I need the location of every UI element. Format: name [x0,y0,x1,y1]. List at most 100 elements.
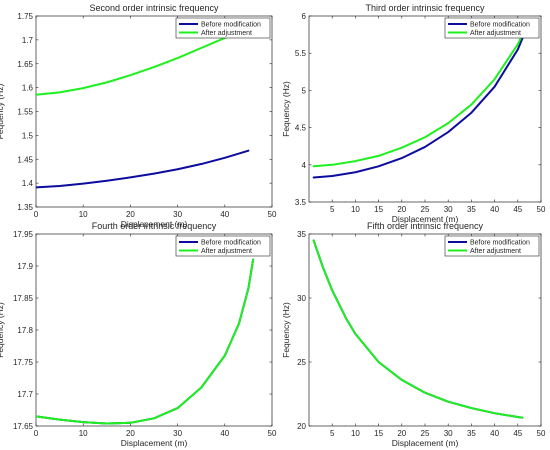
y-axis-title: Fequency (Hz) [281,302,291,358]
y-tick-label: 1.35 [17,203,33,212]
x-axis-title: Displacement (m) [392,438,459,448]
y-tick-label: 1.7 [22,36,34,45]
x-tick-label: 50 [537,429,546,438]
y-tick-label: 25 [297,358,306,367]
x-tick-label: 40 [490,205,499,214]
legend-label: Before modification [201,240,261,247]
legend-label: After adjustment [201,248,252,255]
y-tick-label: 5 [302,86,307,95]
x-tick-label: 20 [126,210,135,219]
x-tick-label: 50 [268,429,277,438]
x-tick-label: 5 [330,429,335,438]
x-tick-label: 30 [173,210,182,219]
y-tick-label: 1.45 [17,155,33,164]
legend-box [444,17,540,39]
y-tick-label: 1.5 [22,131,34,140]
chart-panel-2: 5 10 15 20 25 30 35 40 45 50 3.5 4 4.5 5 5.5 6 Third ord… [281,3,546,224]
y-tick-label: 1.55 [17,108,33,117]
x-tick-label: 15 [374,205,383,214]
x-tick-label: 20 [126,429,135,438]
x-tick-label: 25 [421,205,430,214]
x-tick-label: 10 [79,210,88,219]
plot-area [35,15,273,208]
x-tick-label: 10 [79,429,88,438]
y-axis-title: Fequency (Hz) [0,302,5,358]
legend-label: Before modification [201,22,261,29]
series-line-before-modification [312,37,524,179]
x-tick-label: 25 [421,429,430,438]
y-tick-label: 17.95 [13,230,34,239]
y-axis-title: Fequency (Hz) [281,81,291,137]
legend-box [175,235,271,257]
y-tick-label: 17.9 [17,262,33,271]
y-tick-label: 17.7 [17,390,33,399]
y-tick-label: 1.4 [22,179,34,188]
y-tick-label: 1.75 [17,12,33,21]
series-lines [312,239,524,419]
chart-panel-1: 0 10 20 30 40 50 1.35 1.4 1.45 1.5 1.55 1.6 1.65 1.7 1… [0,3,277,229]
legend-box [444,235,540,257]
x-tick-label: 30 [444,205,453,214]
x-tick-label: 10 [351,429,360,438]
legend-label: Before modification [470,240,530,247]
x-tick-label: 50 [537,205,546,214]
y-tick-label: 4 [302,161,307,170]
x-axis-title: Displacement (m) [392,214,459,224]
series-lines [312,33,524,179]
y-axis-title: Fequency (Hz) [0,83,5,139]
chart-title: Fifth order intrinsic frequency [367,221,484,231]
y-tick-label: 5.5 [295,49,307,58]
series-lines [36,258,255,425]
series-line-after-adjustment [312,239,524,419]
legend-label: After adjustment [470,248,521,255]
x-tick-label: 0 [34,429,39,438]
x-axis-title: Displacement (m) [121,219,188,229]
x-tick-label: 20 [397,429,406,438]
y-tick-label: 6 [302,12,307,21]
plot-area [35,233,273,427]
y-tick-label: 1.6 [22,84,34,93]
series-line-after-adjustment [36,258,255,425]
y-tick-label: 3.5 [295,198,307,207]
y-tick-label: 17.65 [13,422,34,431]
chart-title: Fourth order intrinsic frequency [92,221,217,231]
y-tick-label: 17.75 [13,358,34,367]
y-tick-label: 1.65 [17,60,33,69]
x-axis-title: Displacement (m) [121,438,188,448]
y-tick-label: 20 [297,422,306,431]
plot-area [308,15,542,203]
y-tick-label: 17.8 [17,326,33,335]
series-line-after-adjustment [312,33,524,168]
chart-panel-3: 0 10 20 30 40 50 17.65 17.7 17.75 17.8 17.85 17.9 17… [0,221,277,448]
x-tick-label: 0 [34,210,39,219]
x-tick-label: 10 [351,205,360,214]
x-tick-label: 15 [374,429,383,438]
x-tick-label: 5 [330,205,335,214]
legend-box [175,17,271,39]
legend-label: Before modification [470,22,530,29]
x-tick-label: 30 [444,429,453,438]
x-tick-label: 40 [490,429,499,438]
y-tick-label: 35 [297,230,306,239]
y-tick-label: 17.85 [13,294,34,303]
plot-area [308,233,542,427]
x-tick-label: 20 [397,205,406,214]
y-tick-label: 4.5 [295,124,307,133]
chart-panel-4: 5 10 15 20 25 30 35 40 45 50 20 25 30 35 Fifth order i… [281,221,546,448]
chart-title: Third order intrinsic frequency [365,3,485,13]
y-tick-label: 30 [297,294,306,303]
x-tick-label: 45 [513,429,522,438]
legend-label: After adjustment [201,30,252,37]
x-tick-label: 40 [220,429,229,438]
series-line-before-modification [36,149,250,189]
x-tick-label: 40 [220,210,229,219]
x-tick-label: 50 [268,210,277,219]
x-tick-label: 35 [467,205,476,214]
legend-label: After adjustment [470,30,521,37]
x-tick-label: 35 [467,429,476,438]
